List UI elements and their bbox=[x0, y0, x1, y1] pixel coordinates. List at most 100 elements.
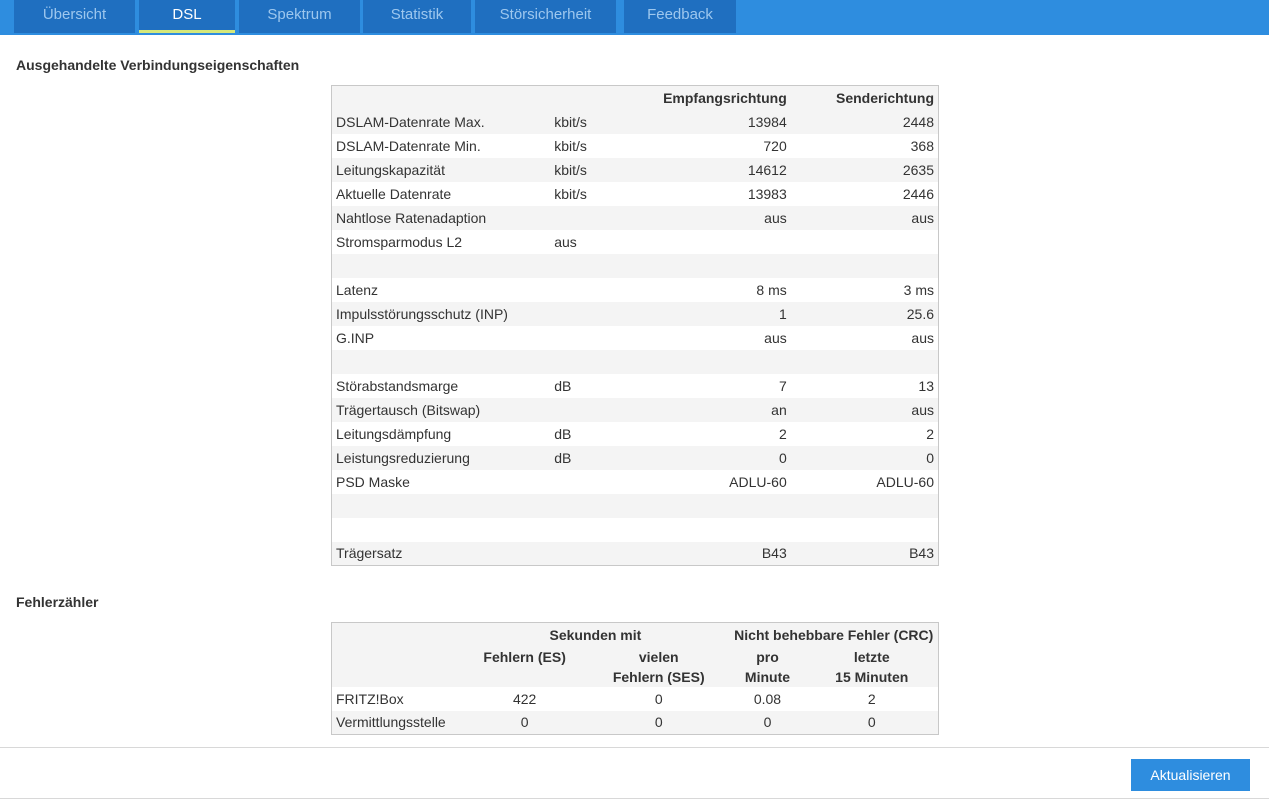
tab-spektrum[interactable]: Spektrum bbox=[239, 0, 360, 33]
table-row bbox=[331, 253, 939, 278]
table-row: Latenz 8 ms 3 ms bbox=[331, 277, 939, 302]
header-label bbox=[332, 86, 551, 110]
table-row: Leitungskapazität kbit/s 14612 2635 bbox=[331, 157, 939, 182]
row-tx-value: 25.6 bbox=[906, 305, 934, 322]
row-rx-value: 1 bbox=[778, 305, 787, 322]
table-row: Stromsparmodus L2 aus bbox=[331, 229, 939, 254]
tab-feedback[interactable]: Feedback bbox=[624, 0, 736, 33]
row-rx-value: 720 bbox=[763, 137, 787, 154]
row-unit bbox=[550, 254, 650, 278]
row-tx-value bbox=[791, 494, 939, 518]
tab-uebersicht[interactable]: Übersicht bbox=[14, 0, 135, 33]
row-label: DSLAM-Datenrate Max. bbox=[336, 113, 485, 130]
row-tx-value: 3 ms bbox=[903, 281, 934, 298]
row-unit bbox=[550, 350, 650, 374]
row-tx-value: 13 bbox=[918, 377, 934, 394]
table-row: FRITZ!Box 422 0 0.08 2 bbox=[331, 686, 939, 711]
row-tx-value: 368 bbox=[910, 137, 934, 154]
header-pm-line2: Minute bbox=[744, 668, 791, 685]
header-pm-line1: pro bbox=[756, 648, 779, 665]
row-tx-value: 2446 bbox=[902, 185, 934, 202]
section-title-props: Ausgehandelte Verbindungseigenschaften bbox=[16, 57, 300, 73]
row-es-value: 0 bbox=[520, 714, 529, 731]
row-tx-value: aus bbox=[911, 209, 934, 226]
table-row: Aktuelle Datenrate kbit/s 13983 2446 bbox=[331, 181, 939, 206]
table-row bbox=[331, 493, 939, 518]
header-unit bbox=[550, 86, 650, 110]
row-ses-value: 0 bbox=[654, 714, 663, 731]
row-es-value: 422 bbox=[512, 690, 537, 707]
row-tx-value bbox=[791, 518, 939, 542]
row-label bbox=[332, 350, 551, 374]
row-unit: dB bbox=[554, 425, 572, 442]
table-header-row: Sekunden mit Nicht behebbare Fehler (CRC… bbox=[331, 622, 939, 647]
row-rx-value bbox=[650, 350, 791, 374]
row-tx-value: aus bbox=[911, 401, 934, 418]
table-row: Leitungsdämpfung dB 2 2 bbox=[331, 421, 939, 446]
table-row: G.INP aus aus bbox=[331, 325, 939, 350]
row-tx-value: 2635 bbox=[902, 161, 934, 178]
table-row: Trägertausch (Bitswap) an aus bbox=[331, 397, 939, 422]
tab-stoersicherheit[interactable]: Störsicherheit bbox=[475, 0, 616, 33]
row-unit bbox=[550, 398, 650, 422]
row-tx-value bbox=[791, 350, 939, 374]
row-rx-value: 13984 bbox=[747, 113, 787, 130]
table-row: PSD Maske ADLU-60 ADLU-60 bbox=[331, 469, 939, 494]
row-rx-value bbox=[650, 254, 791, 278]
row-rx-value bbox=[650, 230, 791, 254]
refresh-button[interactable]: Aktualisieren bbox=[1131, 759, 1250, 791]
section-title-errors: Fehlerzähler bbox=[16, 594, 99, 610]
row-rx-value: an bbox=[771, 401, 787, 418]
row-unit bbox=[550, 518, 650, 542]
row-per-minute-value: 0 bbox=[763, 714, 772, 731]
row-label: Trägertausch (Bitswap) bbox=[336, 401, 481, 418]
row-tx-value: B43 bbox=[909, 545, 934, 562]
tab-dsl[interactable]: DSL bbox=[139, 0, 235, 33]
header-15-line2: 15 Minuten bbox=[835, 668, 909, 685]
row-unit bbox=[550, 494, 650, 518]
table-header-row: Fehlern (ES) vielen Fehlern (SES) pro Minu… bbox=[331, 646, 939, 687]
header-per-minute: pro Minute bbox=[729, 647, 805, 687]
row-unit: kbit/s bbox=[554, 161, 587, 178]
row-unit: kbit/s bbox=[554, 137, 587, 154]
row-label: Nahtlose Ratenadaption bbox=[336, 209, 487, 226]
row-unit bbox=[550, 542, 650, 566]
row-label: Trägersatz bbox=[336, 545, 403, 562]
row-unit bbox=[550, 470, 650, 494]
row-rx-value: 0 bbox=[778, 449, 787, 466]
table-row bbox=[331, 517, 939, 542]
header-15-line1: letzte bbox=[853, 648, 890, 665]
row-rx-value bbox=[650, 494, 791, 518]
table-row: Leistungsreduzierung dB 0 0 bbox=[331, 445, 939, 470]
row-label: Vermittlungsstelle bbox=[336, 714, 446, 731]
row-ses-value: 0 bbox=[654, 690, 663, 707]
header-tx: Senderichtung bbox=[835, 89, 934, 106]
header-ses-line1: vielen bbox=[638, 648, 679, 665]
row-rx-value: B43 bbox=[761, 545, 787, 562]
header-last-15: letzte 15 Minuten bbox=[805, 647, 938, 687]
row-label: Aktuelle Datenrate bbox=[336, 185, 452, 202]
row-label bbox=[332, 254, 551, 278]
row-rx-value bbox=[650, 518, 791, 542]
tab-bar: Übersicht DSL Spektrum Statistik Störsic… bbox=[0, 0, 1269, 35]
header-ses: vielen Fehlern (SES) bbox=[588, 647, 730, 687]
row-tx-value: aus bbox=[911, 329, 934, 346]
row-label: Leitungsdämpfung bbox=[336, 425, 452, 442]
table-row: DSLAM-Datenrate Min. kbit/s 720 368 bbox=[331, 133, 939, 158]
table-row bbox=[331, 349, 939, 374]
table-header-row: Empfangsrichtung Senderichtung bbox=[331, 85, 939, 110]
table-row: Impulsstörungsschutz (INP) 1 25.6 bbox=[331, 301, 939, 326]
header-rx: Empfangsrichtung bbox=[663, 89, 787, 106]
header-es: Fehlern (ES) bbox=[461, 647, 588, 687]
header-empty bbox=[332, 647, 462, 687]
tab-statistik[interactable]: Statistik bbox=[363, 0, 471, 33]
header-group-crc: Nicht behebbare Fehler (CRC) bbox=[734, 626, 934, 643]
row-label: G.INP bbox=[336, 329, 375, 346]
header-ses-line2: Fehlern (SES) bbox=[612, 668, 705, 685]
row-label: Leitungskapazität bbox=[336, 161, 445, 178]
row-tx-value: 2 bbox=[926, 425, 934, 442]
table-row: Vermittlungsstelle 0 0 0 0 bbox=[331, 710, 939, 735]
row-tx-value: ADLU-60 bbox=[876, 473, 934, 490]
row-rx-value: ADLU-60 bbox=[729, 473, 787, 490]
footer-divider bbox=[0, 747, 1269, 748]
